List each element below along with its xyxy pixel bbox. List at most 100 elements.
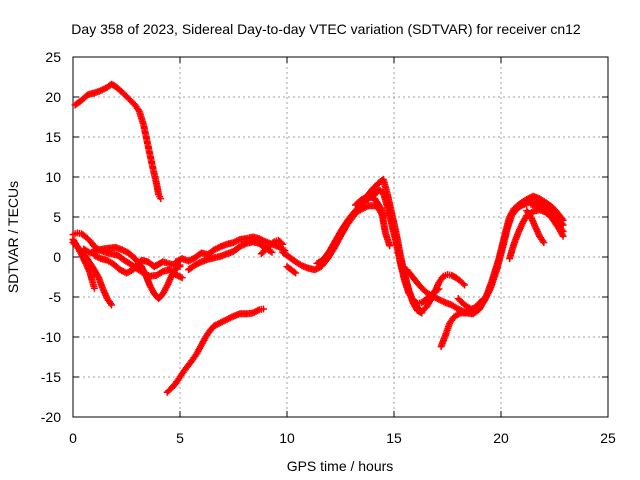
data-point <box>418 284 421 287</box>
grid <box>73 57 608 417</box>
data-point <box>195 351 199 355</box>
data-point <box>95 249 98 252</box>
data-point <box>277 245 280 248</box>
data-point <box>116 254 120 257</box>
data-point <box>183 369 186 372</box>
data-point <box>508 257 511 260</box>
data-point <box>555 222 558 225</box>
data-point <box>232 241 235 244</box>
data-point <box>170 387 173 390</box>
data-point <box>424 306 428 309</box>
data-point <box>273 240 276 243</box>
y-axis-label: SDTVAR / TECUs <box>5 181 21 293</box>
data-point <box>354 211 357 215</box>
data-point <box>439 345 443 348</box>
data-point <box>377 188 381 191</box>
data-point <box>416 302 419 305</box>
data-point <box>148 284 152 287</box>
axis-ticks <box>72 56 609 418</box>
data-point <box>80 232 83 235</box>
data-point <box>459 311 462 315</box>
data-point <box>437 298 441 301</box>
data-point <box>84 255 88 259</box>
data-point <box>101 247 105 251</box>
data-point <box>213 256 216 259</box>
data-point <box>320 265 323 268</box>
data-point <box>405 268 408 271</box>
data-point <box>264 240 267 243</box>
series-arc-4 <box>69 239 115 309</box>
data-point <box>294 271 297 275</box>
data-point <box>245 312 248 315</box>
data-point <box>360 198 364 201</box>
data-point <box>91 279 94 283</box>
data-point <box>444 301 447 304</box>
data-point <box>529 215 533 219</box>
series-arc-22 <box>527 200 567 235</box>
data-point <box>538 235 541 238</box>
data-point <box>213 248 216 251</box>
data-point <box>367 195 370 198</box>
data-point <box>136 263 139 267</box>
data-point <box>193 263 197 267</box>
data-point <box>166 284 169 287</box>
axis-tick-labels: 0 5 10 15 20 25 -20 -15 -10 -5 0 5 10 15 20 25 <box>41 49 616 446</box>
data-point <box>420 311 423 315</box>
data-point <box>281 243 284 246</box>
data-point <box>153 265 156 268</box>
data-point <box>238 312 242 315</box>
data-point <box>232 315 235 318</box>
data-point <box>200 251 203 255</box>
data-point <box>315 262 319 265</box>
data-point <box>151 163 154 167</box>
data-point <box>93 254 96 257</box>
data-point <box>454 276 458 279</box>
data-point <box>354 203 357 207</box>
data-point <box>238 245 242 248</box>
data-point <box>180 257 184 260</box>
data-point <box>178 265 182 268</box>
x-tick-label: 0 <box>69 430 77 446</box>
data-point <box>155 182 158 185</box>
y-tick-label: 0 <box>53 249 61 265</box>
data-point <box>73 103 77 107</box>
data-point <box>512 243 515 246</box>
data-point <box>127 97 130 100</box>
data-point <box>101 287 105 291</box>
data-point <box>187 363 190 367</box>
data-point <box>450 303 453 307</box>
data-point <box>450 274 453 277</box>
data-point <box>382 191 385 195</box>
data-point <box>118 268 122 271</box>
data-point <box>166 391 169 394</box>
data-point <box>465 311 468 315</box>
data-point <box>420 301 423 304</box>
data-point <box>133 103 137 107</box>
data-point <box>442 275 445 278</box>
data-point <box>251 311 254 315</box>
data-point <box>125 271 128 275</box>
data-point <box>529 203 533 206</box>
data-point <box>225 243 229 246</box>
x-tick-label: 20 <box>493 430 509 446</box>
y-tick-label: 15 <box>45 129 61 145</box>
data-point <box>153 292 156 295</box>
y-tick-label: -5 <box>49 289 62 305</box>
y-tick-label: 25 <box>45 49 61 65</box>
data-point <box>71 241 75 244</box>
plus-markers <box>71 80 165 203</box>
data-point <box>110 303 113 307</box>
series-arc-10 <box>257 236 287 258</box>
data-point <box>437 281 441 284</box>
data-point <box>536 204 539 207</box>
data-point <box>159 197 162 200</box>
data-point <box>506 227 509 230</box>
data-point <box>200 343 203 347</box>
data-point <box>270 251 274 254</box>
data-point <box>394 241 398 244</box>
data-point <box>516 206 520 209</box>
series-arc-1 <box>71 80 165 203</box>
data-point <box>360 207 364 211</box>
x-tick-label: 10 <box>279 430 295 446</box>
